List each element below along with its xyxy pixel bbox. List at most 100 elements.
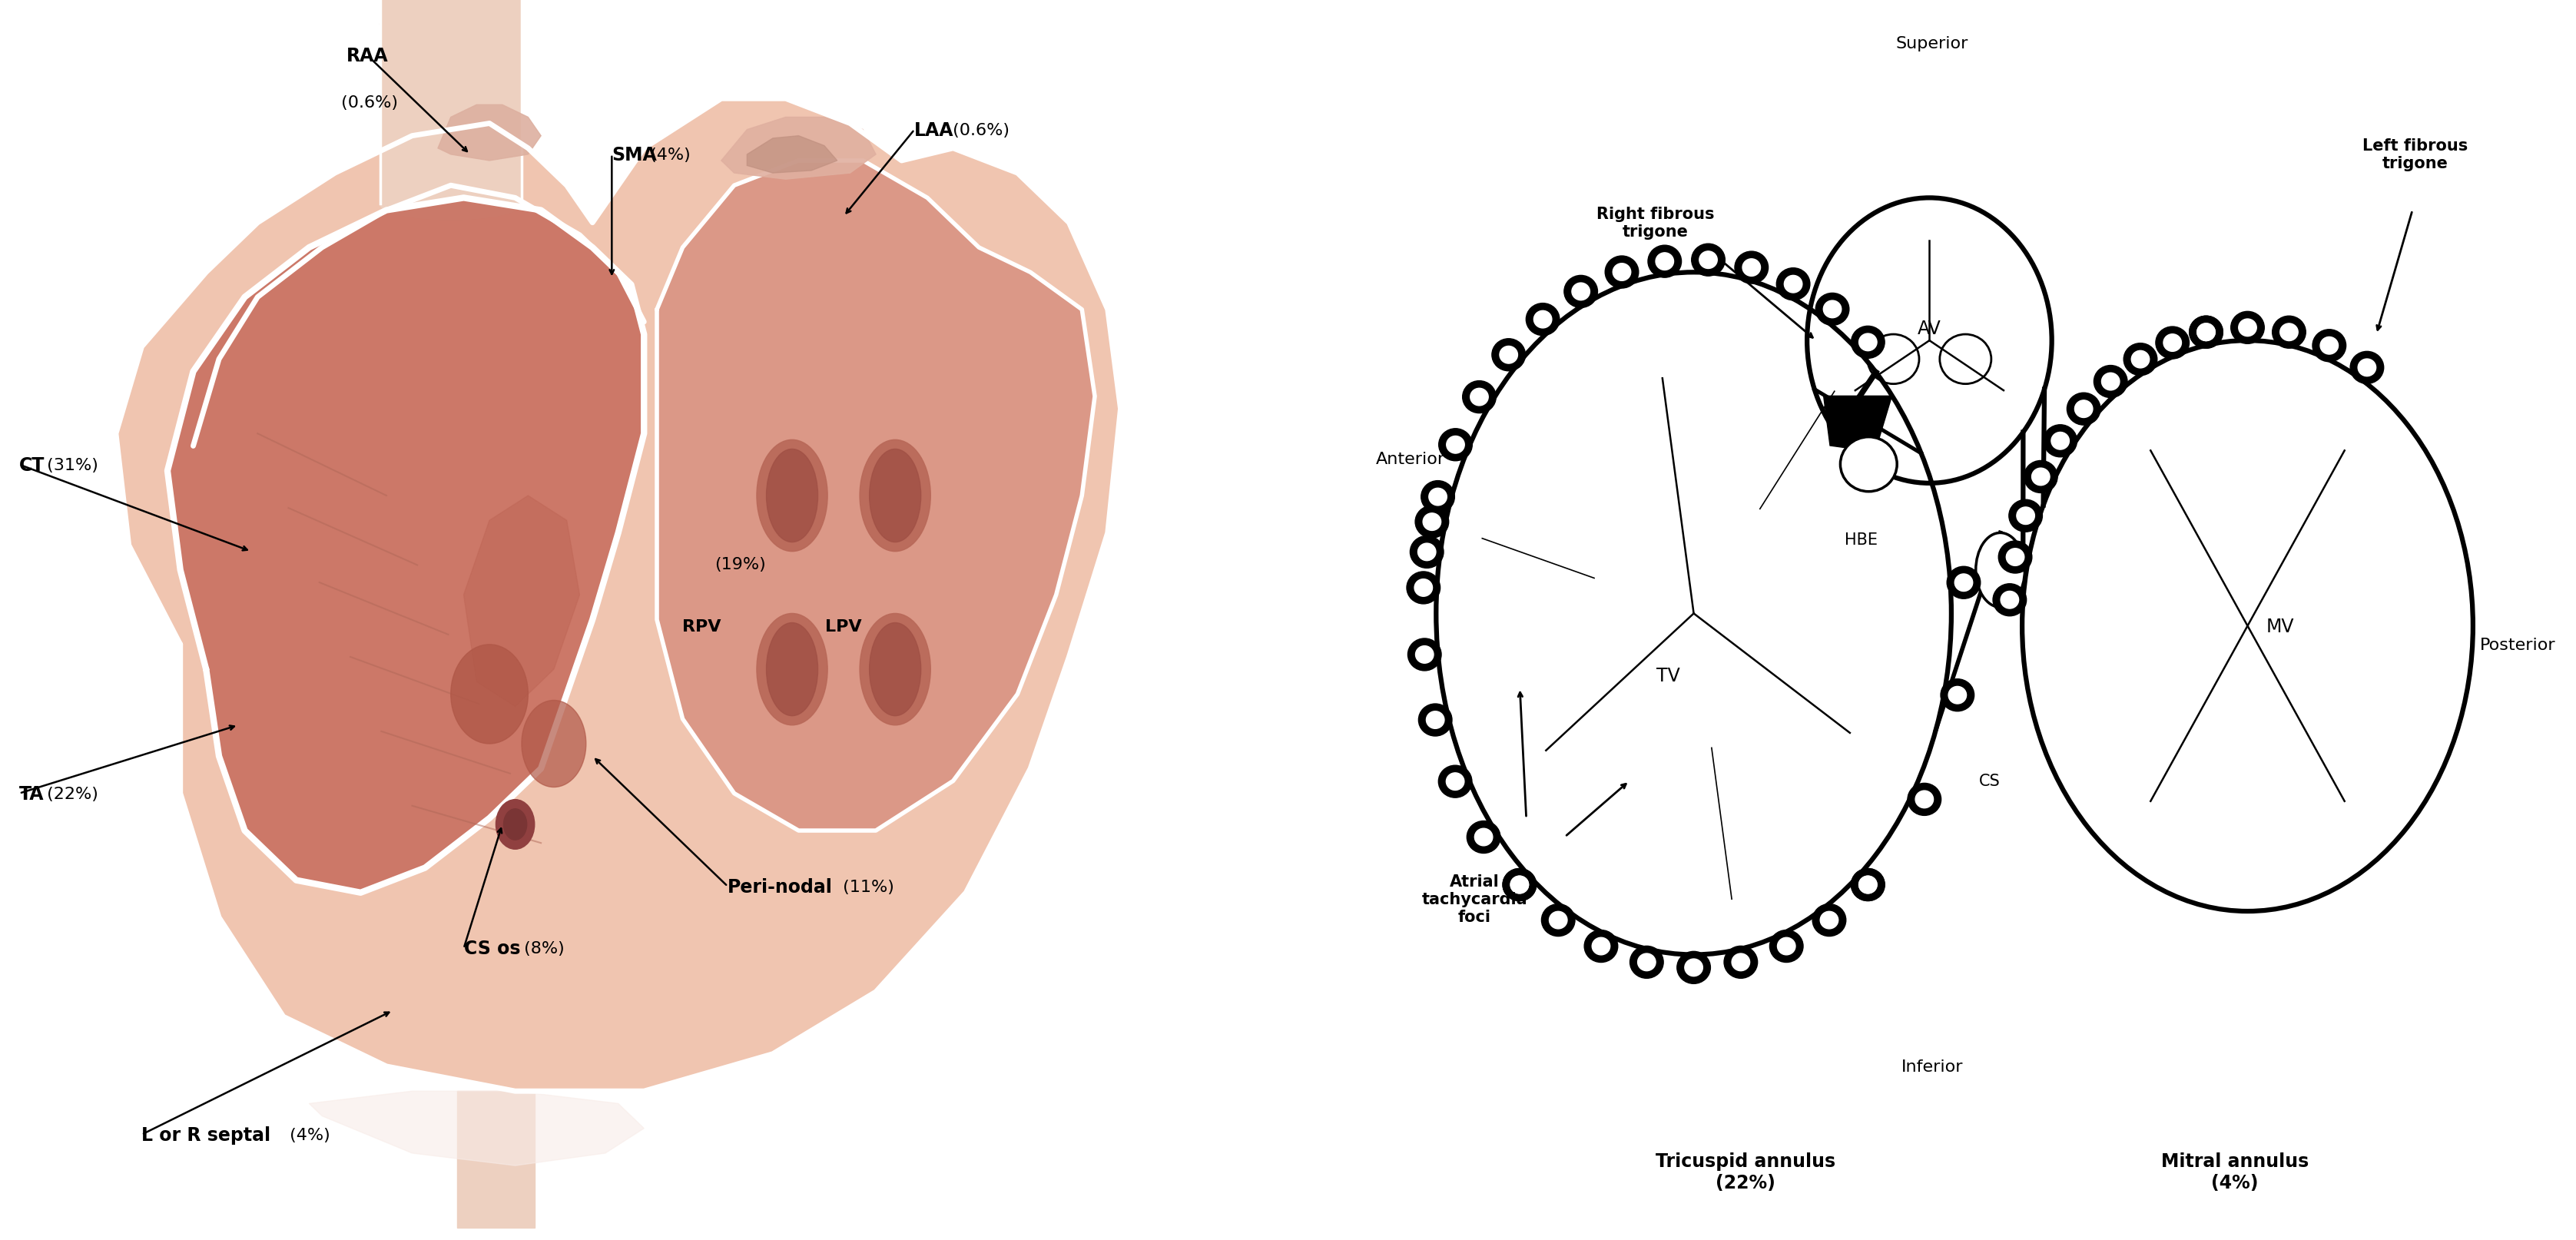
Circle shape [1417,646,1435,663]
Circle shape [2017,507,2035,525]
Circle shape [1502,869,1535,901]
Circle shape [1677,951,1710,983]
Text: SMA: SMA [613,146,657,164]
Circle shape [1940,680,1973,712]
Text: Mitral annulus
(4%): Mitral annulus (4%) [2161,1152,2308,1192]
Circle shape [1860,334,1878,351]
Circle shape [1909,784,1942,816]
Circle shape [1437,765,1471,797]
Circle shape [1649,246,1682,278]
Text: (0.6%): (0.6%) [335,95,399,110]
Ellipse shape [381,190,520,221]
Circle shape [1417,543,1435,560]
Polygon shape [167,198,644,893]
Circle shape [1419,704,1453,737]
Text: (0.6%): (0.6%) [948,123,1010,138]
Circle shape [1852,326,1886,358]
Text: AV: AV [1917,320,1942,337]
Circle shape [1999,542,2032,574]
Polygon shape [464,496,580,707]
Circle shape [2272,316,2306,348]
Circle shape [2102,373,2120,391]
Circle shape [1463,382,1497,414]
Circle shape [1533,311,1551,329]
Circle shape [1406,572,1440,604]
Text: CS os: CS os [464,940,520,957]
Circle shape [2007,549,2025,567]
Circle shape [1692,244,1726,277]
Circle shape [1414,506,1448,538]
Ellipse shape [768,622,819,717]
Circle shape [1430,489,1448,506]
Circle shape [1852,869,1886,901]
Circle shape [2349,352,2383,384]
Polygon shape [1824,397,1891,453]
Circle shape [1852,869,1886,901]
Text: CT: CT [21,456,44,474]
Text: (22%): (22%) [41,786,98,801]
Circle shape [2357,360,2375,377]
Text: Posterior: Posterior [2481,637,2555,652]
Circle shape [1466,821,1499,853]
Circle shape [1777,937,1795,955]
Text: LAA: LAA [914,122,953,139]
Circle shape [2009,500,2043,532]
Circle shape [2066,393,2099,425]
Circle shape [2231,312,2264,345]
Ellipse shape [505,808,528,841]
Text: Right fibrous
trigone: Right fibrous trigone [1597,207,1713,239]
Circle shape [1777,269,1811,301]
Ellipse shape [768,449,819,543]
Ellipse shape [1976,533,2025,608]
Text: (11%): (11%) [837,879,894,894]
Text: (4%): (4%) [644,148,690,162]
Polygon shape [721,118,876,180]
Circle shape [1605,257,1638,289]
Text: Peri-nodal: Peri-nodal [726,878,832,895]
Polygon shape [116,99,1121,1091]
Circle shape [2313,330,2347,362]
Polygon shape [309,1091,644,1166]
Text: (8%): (8%) [518,941,564,956]
Circle shape [1770,930,1803,962]
Circle shape [1860,877,1878,894]
Ellipse shape [860,440,930,552]
Text: Left fibrous
trigone: Left fibrous trigone [2362,139,2468,171]
Text: Anterior: Anterior [1376,451,1445,466]
Circle shape [1414,579,1432,596]
Circle shape [1548,911,1566,929]
Circle shape [1613,264,1631,281]
Circle shape [2025,461,2058,494]
Circle shape [1440,429,1473,461]
Circle shape [1492,340,1525,372]
Text: LPV: LPV [824,619,863,634]
Text: Tricuspid annulus
(22%): Tricuspid annulus (22%) [1656,1152,1834,1192]
Circle shape [1510,877,1528,894]
Circle shape [1821,911,1839,929]
Circle shape [1473,828,1492,846]
Text: MV: MV [2267,618,2293,635]
Polygon shape [381,0,523,205]
Circle shape [2043,425,2076,458]
Ellipse shape [868,449,922,543]
Circle shape [1685,959,1703,976]
Ellipse shape [757,440,827,552]
Text: HBE: HBE [1844,532,1878,547]
Circle shape [2156,327,2190,360]
Circle shape [1448,436,1466,454]
Circle shape [1741,259,1759,277]
Circle shape [1839,438,1896,492]
Polygon shape [747,136,837,174]
Circle shape [1525,304,1558,336]
Polygon shape [657,161,1095,831]
Text: CS: CS [1978,774,2002,789]
Circle shape [1816,294,1850,326]
Circle shape [1499,347,1517,365]
Circle shape [2197,324,2215,341]
Circle shape [1422,481,1455,513]
Circle shape [2050,433,2069,450]
Circle shape [1734,252,1767,284]
Circle shape [2321,337,2339,355]
Circle shape [1785,277,1803,294]
Polygon shape [438,105,541,161]
